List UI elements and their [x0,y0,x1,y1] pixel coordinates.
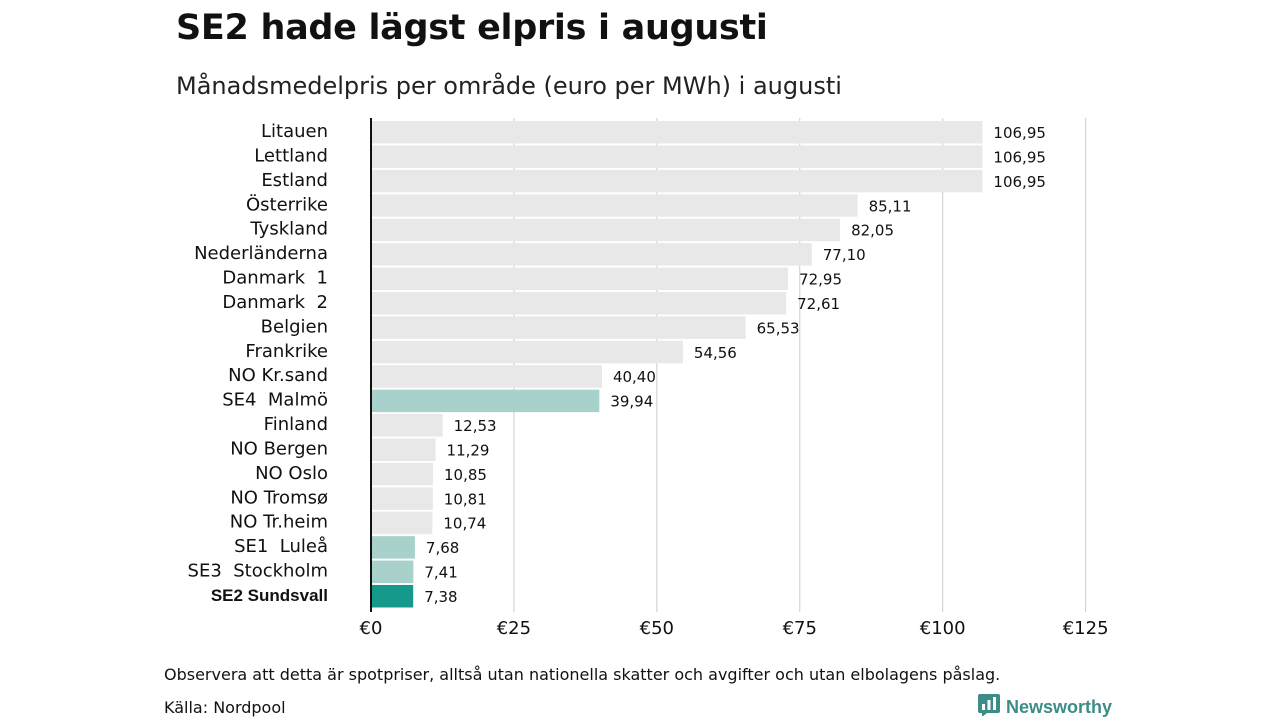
value-label: 39,94 [610,393,653,411]
chart-title: SE2 hade lägst elpris i augusti [176,8,768,48]
value-label: 72,95 [799,271,842,289]
category-label: NO Tr.heim [230,512,328,533]
bar [371,316,746,339]
bar [371,291,787,315]
bar [371,511,433,535]
category-label: Österrike [246,193,328,215]
value-label: 106,95 [993,173,1045,191]
value-label: 82,05 [851,222,894,240]
footnote: Observera att detta är spotpriser, allts… [164,665,1001,684]
category-label: SE3 Stockholm [188,561,328,582]
x-tick-label: €75 [783,618,817,639]
category-label: Lettland [254,145,328,166]
bar [371,389,600,413]
bar [371,487,433,510]
bar [371,121,983,144]
x-tick-label: €0 [360,618,383,639]
category-label: SE4 Malmö [222,390,328,411]
value-label: 85,11 [869,197,912,215]
x-tick-label: €25 [497,618,531,639]
value-label: 10,85 [444,466,487,484]
category-label: Finland [264,414,328,435]
value-label: 106,95 [993,148,1045,166]
category-label: NO Kr.sand [228,365,328,386]
value-label: 7,68 [426,539,459,557]
bar [371,438,436,461]
value-label: 7,41 [424,564,457,582]
brand-name: Newsworthy [1006,696,1113,717]
value-label: 12,53 [454,417,497,435]
bar [371,145,983,168]
bar [371,340,683,364]
value-label: 11,29 [447,441,490,459]
bar [371,267,789,291]
category-label: NO Oslo [255,463,328,484]
newsworthy-logo[interactable]: Newsworthy [978,694,1112,720]
value-labels: 106,95 106,95 106,95 85,11 82,05 77,10 72,95 72… [424,124,1046,606]
category-label: NO Bergen [230,438,328,459]
bar [371,169,983,193]
bar [371,414,443,437]
category-label: Frankrike [245,341,328,362]
category-label: Tyskland [249,219,328,240]
bar [371,560,414,584]
category-label: Danmark 2 [222,292,328,313]
bar [371,536,415,559]
bar [371,243,812,266]
value-label: 7,38 [424,588,457,606]
value-label: 54,56 [694,344,737,362]
bar [371,218,841,242]
category-label: NO Tromsø [230,487,328,508]
value-label: 77,10 [823,246,866,264]
value-label: 10,74 [443,515,486,533]
source-note: Källa: Nordpool [164,698,286,717]
category-label: Litauen [261,121,328,142]
value-label: 40,40 [613,368,656,386]
x-tick-label: €50 [640,618,674,639]
value-label: 72,61 [797,295,840,313]
value-label: 106,95 [993,124,1045,142]
category-label: Danmark 1 [222,268,328,289]
category-label: SE1 Luleå [234,536,328,557]
bar [371,584,414,608]
category-label: Belgien [261,316,328,337]
category-label: Estland [261,170,328,191]
bar-chart-logo-icon [978,694,1000,720]
x-tick-label: €125 [1063,618,1109,639]
x-axis-ticks: €0 €25 €50 €75 €100 €125 [360,618,1109,639]
bar [371,365,602,388]
value-label: 65,53 [757,319,800,337]
x-tick-label: €100 [920,618,966,639]
value-label: 10,81 [444,490,487,508]
category-label: Nederländerna [194,243,328,264]
bar [371,462,434,486]
bar [371,194,858,217]
bars [371,121,983,608]
category-label: SE2 Sundsvall [211,586,328,605]
chart-subtitle: Månadsmedelpris per område (euro per MWh… [176,72,842,100]
